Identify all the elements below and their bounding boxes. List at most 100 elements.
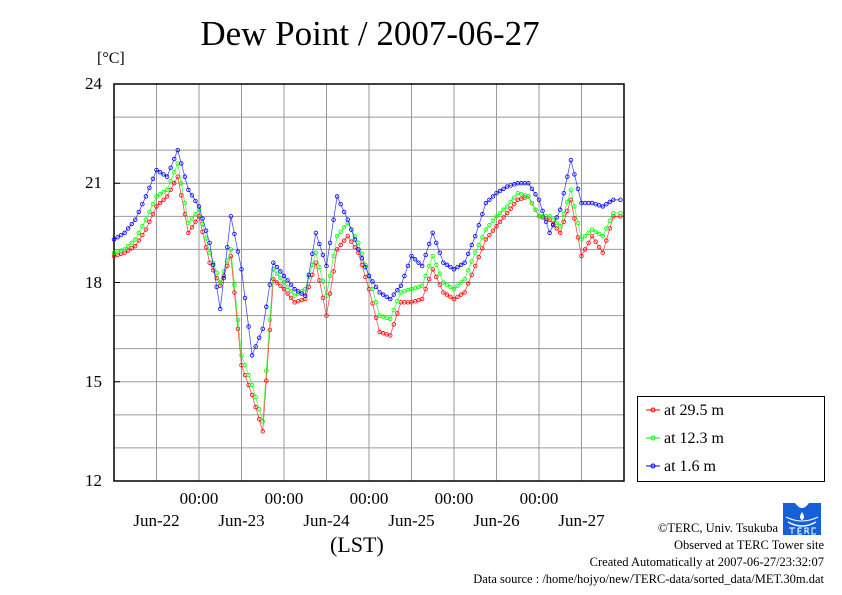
data-point [473,250,478,255]
data-point [572,216,577,221]
x-date-label: Jun-22 [133,511,180,530]
data-point [147,185,152,190]
data-point [331,217,336,222]
data-point [469,272,474,277]
data-point [434,262,439,268]
data-point [317,241,322,247]
data-point [267,317,273,323]
data-point [469,259,474,264]
data-point [558,207,563,212]
data-point [179,161,184,166]
data-point [448,294,453,300]
x-date-label: Jun-23 [218,511,265,530]
data-point [172,181,177,186]
data-point [586,230,591,236]
data-point [168,165,173,171]
x-date-label: Jun-24 [303,511,350,530]
data-point [288,295,294,301]
data-point [370,279,375,284]
data-point [593,229,598,234]
data-point [349,227,354,232]
data-point [306,272,311,277]
data-point [437,282,443,287]
data-point [419,263,425,269]
data-point [249,353,255,358]
x-time-label: 00:00 [349,489,389,508]
data-point [331,269,336,274]
data-point [154,204,159,209]
data-point [501,215,506,220]
y-tick-label: 15 [85,371,102,391]
data-point [593,239,598,244]
data-point [586,240,591,245]
data-point [179,181,184,186]
data-point [200,216,205,221]
data-point [497,210,503,216]
data-point [129,240,134,245]
data-point [310,251,315,257]
data-point [547,214,552,219]
data-point [228,214,234,219]
data-point [150,202,156,207]
data-point [483,237,489,242]
data-point [260,419,265,424]
data-point [203,228,209,233]
copyright-text: ©TERC, Univ. Tsukuba [657,521,778,535]
data-point [288,289,294,294]
data-point [320,252,326,258]
data-point [604,202,609,207]
data-point [388,333,393,338]
data-point [140,224,145,229]
data-point [303,293,308,298]
data-point [373,315,379,320]
data-point [338,242,343,248]
data-point [150,176,156,182]
chart-title: Dew Point / 2007-06-27 [200,14,540,53]
data-point [589,227,595,232]
data-point [324,313,329,318]
data-point [175,147,180,153]
data-point [561,219,566,225]
x-date-label: Jun-25 [388,511,435,530]
data-point [494,214,499,219]
data-point [189,216,195,221]
data-point [561,190,566,196]
data-point [221,269,226,274]
data-point [604,238,609,243]
data-point [575,186,581,191]
legend-label: at 29.5 m [664,402,724,419]
data-point [342,209,347,215]
data-point [125,226,131,231]
data-point [203,236,209,241]
y-tick-label: 18 [85,272,102,292]
data-point [600,233,605,239]
data-point [292,293,297,298]
data-point [136,209,141,215]
y-axis-unit: [°C] [97,50,125,67]
data-point [235,249,241,254]
data-point [186,220,191,226]
data-point [172,156,177,162]
data-point [497,188,503,194]
data-point [218,280,223,285]
data-point [271,260,276,265]
data-point [299,291,304,296]
data-point [494,190,499,196]
legend-marker [646,463,660,469]
data-point [356,240,361,245]
data-point [157,200,163,206]
data-point [129,221,134,227]
data-point [437,271,443,276]
data-point [271,267,276,272]
data-point [327,240,333,245]
data-point [154,167,159,173]
data-point [218,306,223,312]
data-point [398,283,404,289]
data-point [235,317,241,323]
data-point [427,263,432,269]
data-point [388,296,393,302]
data-point [264,304,269,309]
data-point [504,210,510,216]
data-point [533,207,538,212]
legend-marker [646,435,660,441]
